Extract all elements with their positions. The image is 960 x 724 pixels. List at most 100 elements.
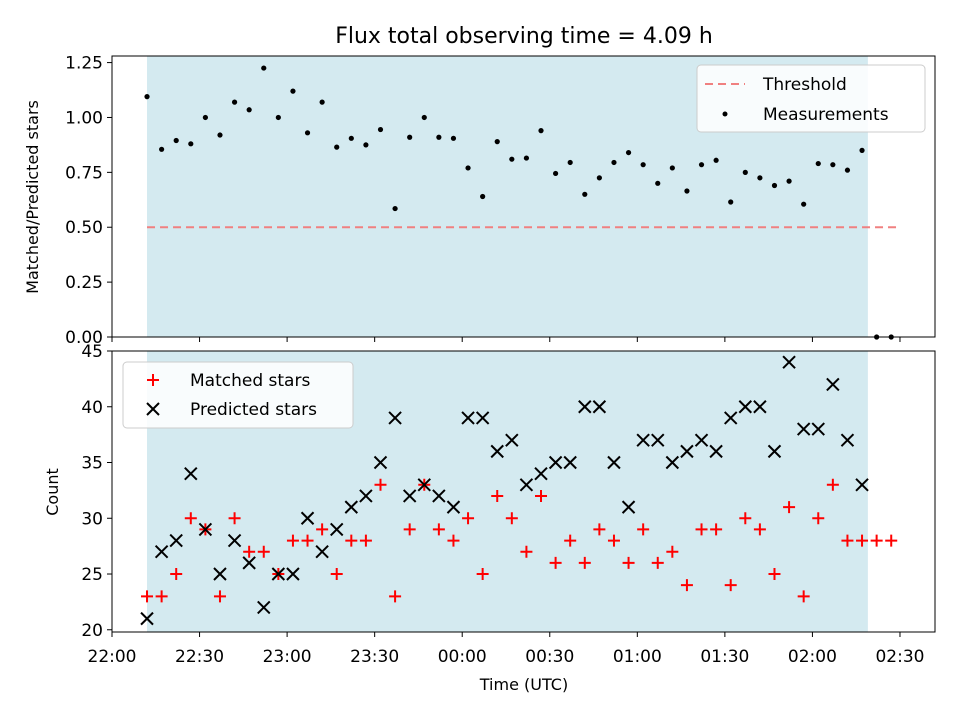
measurement-point <box>523 155 530 161</box>
predicted-star-point <box>213 567 227 581</box>
measurement-point <box>480 193 486 200</box>
matched-star-point <box>213 590 226 603</box>
legend-predicted-swatch <box>146 402 160 416</box>
measurement-point <box>509 156 515 162</box>
predicted-star-point <box>227 533 242 548</box>
measurement-point <box>669 165 675 171</box>
measurement-point <box>538 128 544 134</box>
measurement-point <box>698 162 705 168</box>
predicted-star-point <box>636 433 650 447</box>
measurement-point <box>290 88 296 94</box>
top-y-tick-label: 0.75 <box>65 163 103 183</box>
measurement-point <box>159 146 165 152</box>
predicted-stars-points <box>140 355 869 626</box>
matched-star-point <box>680 579 693 592</box>
predicted-star-point <box>753 400 767 414</box>
predicted-star-point <box>490 444 504 459</box>
matched-star-point <box>710 523 723 536</box>
predicted-star-point <box>738 400 753 414</box>
legend-predicted-label: Predicted stars <box>190 400 317 420</box>
matched-star-point <box>753 523 766 536</box>
predicted-star-point <box>184 466 198 481</box>
measurement-point <box>407 134 413 140</box>
measurement-point <box>742 169 748 175</box>
bottom-x-tick-label: 22:00 <box>88 647 137 667</box>
matched-star-point <box>856 534 869 547</box>
bottom-y-tick-label: 45 <box>81 342 103 362</box>
predicted-star-point <box>154 545 169 559</box>
matched-star-point <box>476 568 489 581</box>
matched-star-point <box>447 534 460 547</box>
matched-star-point <box>870 534 883 547</box>
top-y-tick-label: 0.25 <box>65 273 103 293</box>
matched-star-point <box>564 534 577 547</box>
legend-matched-swatch <box>147 374 159 386</box>
matched-star-point <box>374 478 387 491</box>
bottom-y-tick-label: 35 <box>81 454 103 474</box>
bottom-x-tick-label: 23:30 <box>350 647 399 667</box>
bottom-y-tick-label: 25 <box>81 565 103 585</box>
matched-star-point <box>491 489 504 502</box>
predicted-star-point <box>257 600 271 615</box>
predicted-star-point <box>811 422 825 436</box>
predicted-star-point <box>665 455 680 470</box>
matched-star-point <box>462 512 475 525</box>
matched-star-point <box>885 534 898 547</box>
predicted-star-point <box>724 411 738 425</box>
predicted-star-point <box>548 455 563 470</box>
matched-star-point <box>578 556 591 569</box>
measurement-points <box>144 65 894 340</box>
predicted-star-point <box>461 411 475 425</box>
measurement-point <box>611 159 617 166</box>
bottom-y-ticks: 20 25 30 35 40 45 <box>81 342 112 641</box>
measurement-point <box>436 134 442 140</box>
bottom-x-tick-label: 01:30 <box>700 647 749 667</box>
measurement-point <box>713 157 719 163</box>
measurement-point <box>844 167 851 173</box>
legend-matched-label: Matched stars <box>190 371 310 391</box>
predicted-star-point <box>140 611 154 626</box>
matched-star-point <box>286 534 299 547</box>
matched-star-point <box>651 556 664 569</box>
predicted-star-point <box>796 422 811 436</box>
measurement-point <box>202 114 208 121</box>
matched-star-point <box>184 512 197 525</box>
measurement-point <box>261 65 267 71</box>
matched-star-point <box>768 568 781 581</box>
top-axes-frame <box>111 55 936 338</box>
matched-star-point <box>535 489 548 502</box>
matched-star-point <box>783 501 796 514</box>
matched-star-point <box>812 512 825 525</box>
predicted-star-point <box>592 400 607 414</box>
measurement-point <box>567 159 573 166</box>
matched-star-point <box>301 534 314 547</box>
bottom-y-tick-label: 20 <box>81 621 103 641</box>
matched-star-point <box>170 568 183 581</box>
top-y-tick-label: 1.25 <box>65 54 103 74</box>
predicted-star-point <box>169 533 183 548</box>
matched-star-point <box>155 590 168 603</box>
predicted-star-point <box>271 567 286 581</box>
predicted-star-point <box>519 478 534 492</box>
bottom-legend: Matched stars Predicted stars <box>122 361 354 429</box>
bottom-legend-box <box>122 361 354 429</box>
measurement-point <box>801 201 807 207</box>
matched-star-point <box>724 579 737 592</box>
matched-star-point <box>739 512 752 525</box>
predicted-star-point <box>242 556 256 570</box>
measurement-point <box>319 99 325 105</box>
predicted-star-point <box>680 444 694 459</box>
legend-measurements-swatch <box>722 111 728 117</box>
bottom-x-tick-label: 02:30 <box>875 647 924 667</box>
top-panel: 0.00 0.25 0.50 0.75 1.00 1.25 Matched/Predict… <box>23 54 936 348</box>
measurement-point <box>465 165 471 171</box>
predicted-star-point <box>767 444 782 459</box>
top-y-ticks: 0.00 0.25 0.50 0.75 1.00 1.25 <box>65 54 112 348</box>
matched-star-point <box>607 534 620 547</box>
measurement-point <box>640 162 646 168</box>
measurement-point <box>728 199 734 205</box>
measurement-point <box>188 141 194 147</box>
measurement-point <box>173 137 179 144</box>
measurement-point <box>304 130 311 136</box>
